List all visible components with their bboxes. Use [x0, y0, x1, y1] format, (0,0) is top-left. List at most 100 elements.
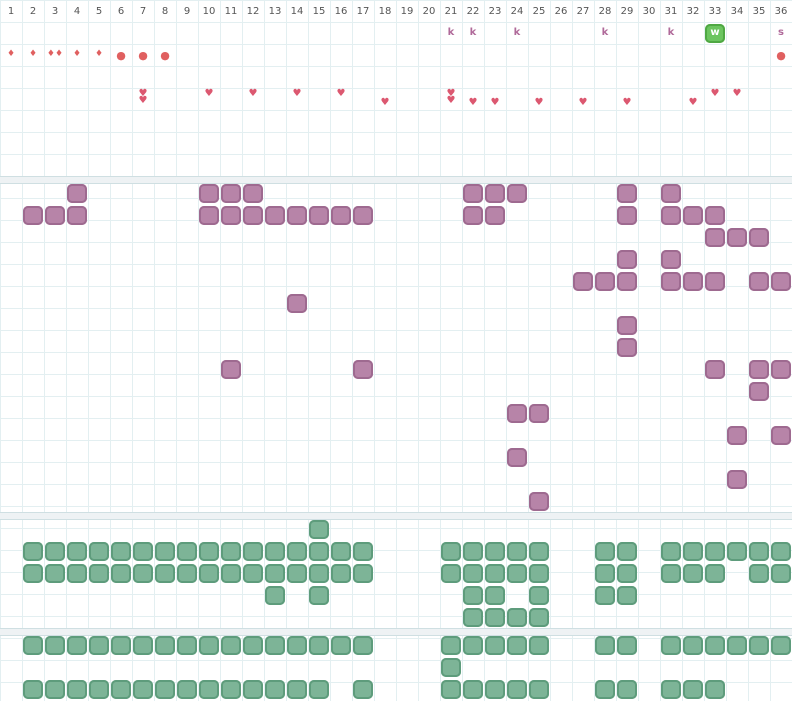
green-mark[interactable]: [771, 542, 791, 561]
dot-icon[interactable]: ●: [776, 49, 786, 62]
green-mark[interactable]: [485, 636, 505, 655]
purple-mark[interactable]: [661, 206, 681, 225]
green-mark[interactable]: [617, 542, 637, 561]
green-mark[interactable]: [749, 542, 769, 561]
green-mark[interactable]: [617, 680, 637, 699]
heart-icon[interactable]: ♥: [490, 97, 500, 108]
purple-mark[interactable]: [529, 492, 549, 511]
green-mark[interactable]: [221, 542, 241, 561]
green-mark[interactable]: [683, 542, 703, 561]
green-mark[interactable]: [265, 586, 285, 605]
green-mark[interactable]: [727, 636, 747, 655]
green-mark[interactable]: [67, 564, 87, 583]
green-mark[interactable]: [287, 636, 307, 655]
green-mark[interactable]: [67, 680, 87, 699]
purple-mark[interactable]: [199, 206, 219, 225]
green-mark[interactable]: [661, 564, 681, 583]
heart-icon[interactable]: ♥: [732, 88, 742, 99]
green-mark[interactable]: [507, 680, 527, 699]
green-mark[interactable]: [265, 680, 285, 699]
heart-icon[interactable]: ♥: [534, 97, 544, 108]
heart-icon[interactable]: ♥: [138, 95, 148, 106]
green-mark[interactable]: [705, 636, 725, 655]
purple-mark[interactable]: [507, 448, 527, 467]
purple-mark[interactable]: [617, 272, 637, 291]
green-mark[interactable]: [485, 680, 505, 699]
green-mark[interactable]: [507, 636, 527, 655]
green-mark[interactable]: [353, 636, 373, 655]
letter-marker[interactable]: k: [513, 27, 521, 38]
green-mark[interactable]: [463, 680, 483, 699]
green-mark[interactable]: [177, 564, 197, 583]
purple-mark[interactable]: [67, 206, 87, 225]
dot-icon[interactable]: ●: [116, 49, 126, 62]
purple-mark[interactable]: [309, 206, 329, 225]
green-mark[interactable]: [705, 542, 725, 561]
green-mark[interactable]: [243, 680, 263, 699]
purple-mark[interactable]: [705, 206, 725, 225]
purple-mark[interactable]: [661, 272, 681, 291]
green-mark[interactable]: [441, 680, 461, 699]
green-mark[interactable]: [331, 542, 351, 561]
green-mark[interactable]: [89, 564, 109, 583]
purple-mark[interactable]: [463, 184, 483, 203]
purple-mark[interactable]: [617, 338, 637, 357]
green-mark[interactable]: [331, 564, 351, 583]
green-mark[interactable]: [309, 680, 329, 699]
dot-icon[interactable]: ●: [138, 49, 148, 62]
purple-mark[interactable]: [617, 184, 637, 203]
purple-mark[interactable]: [485, 206, 505, 225]
green-mark[interactable]: [529, 636, 549, 655]
green-mark[interactable]: [243, 636, 263, 655]
purple-mark[interactable]: [221, 184, 241, 203]
green-mark[interactable]: [23, 542, 43, 561]
green-mark[interactable]: [441, 636, 461, 655]
green-mark[interactable]: [155, 680, 175, 699]
green-mark[interactable]: [177, 542, 197, 561]
green-mark[interactable]: [529, 542, 549, 561]
green-mark[interactable]: [265, 564, 285, 583]
drop-icon[interactable]: ♦: [94, 49, 104, 59]
green-mark[interactable]: [529, 680, 549, 699]
green-mark[interactable]: [485, 586, 505, 605]
green-mark[interactable]: [45, 542, 65, 561]
purple-mark[interactable]: [529, 404, 549, 423]
green-mark[interactable]: [177, 636, 197, 655]
purple-mark[interactable]: [353, 360, 373, 379]
green-mark[interactable]: [265, 636, 285, 655]
heart-icon[interactable]: ♥: [248, 88, 258, 99]
green-mark[interactable]: [617, 636, 637, 655]
green-mark[interactable]: [507, 542, 527, 561]
green-mark[interactable]: [45, 636, 65, 655]
green-mark[interactable]: [617, 586, 637, 605]
purple-mark[interactable]: [67, 184, 87, 203]
green-mark[interactable]: [529, 608, 549, 627]
purple-mark[interactable]: [287, 206, 307, 225]
heart-icon[interactable]: ♥: [446, 95, 456, 106]
green-mark[interactable]: [595, 542, 615, 561]
green-mark[interactable]: [221, 680, 241, 699]
green-mark[interactable]: [507, 564, 527, 583]
green-mark[interactable]: [485, 564, 505, 583]
green-mark[interactable]: [705, 564, 725, 583]
green-mark[interactable]: [155, 636, 175, 655]
purple-mark[interactable]: [485, 184, 505, 203]
purple-mark[interactable]: [771, 272, 791, 291]
green-mark[interactable]: [309, 564, 329, 583]
green-mark[interactable]: [309, 586, 329, 605]
green-mark[interactable]: [23, 636, 43, 655]
green-mark[interactable]: [463, 564, 483, 583]
green-mark[interactable]: [683, 636, 703, 655]
green-mark[interactable]: [617, 564, 637, 583]
purple-mark[interactable]: [727, 470, 747, 489]
purple-mark[interactable]: [749, 360, 769, 379]
heart-icon[interactable]: ♥: [380, 97, 390, 108]
purple-mark[interactable]: [749, 382, 769, 401]
purple-mark[interactable]: [727, 426, 747, 445]
letter-marker[interactable]: k: [447, 27, 455, 38]
green-mark[interactable]: [463, 608, 483, 627]
green-mark[interactable]: [661, 636, 681, 655]
green-mark[interactable]: [23, 564, 43, 583]
green-mark[interactable]: [353, 680, 373, 699]
green-mark[interactable]: [749, 636, 769, 655]
